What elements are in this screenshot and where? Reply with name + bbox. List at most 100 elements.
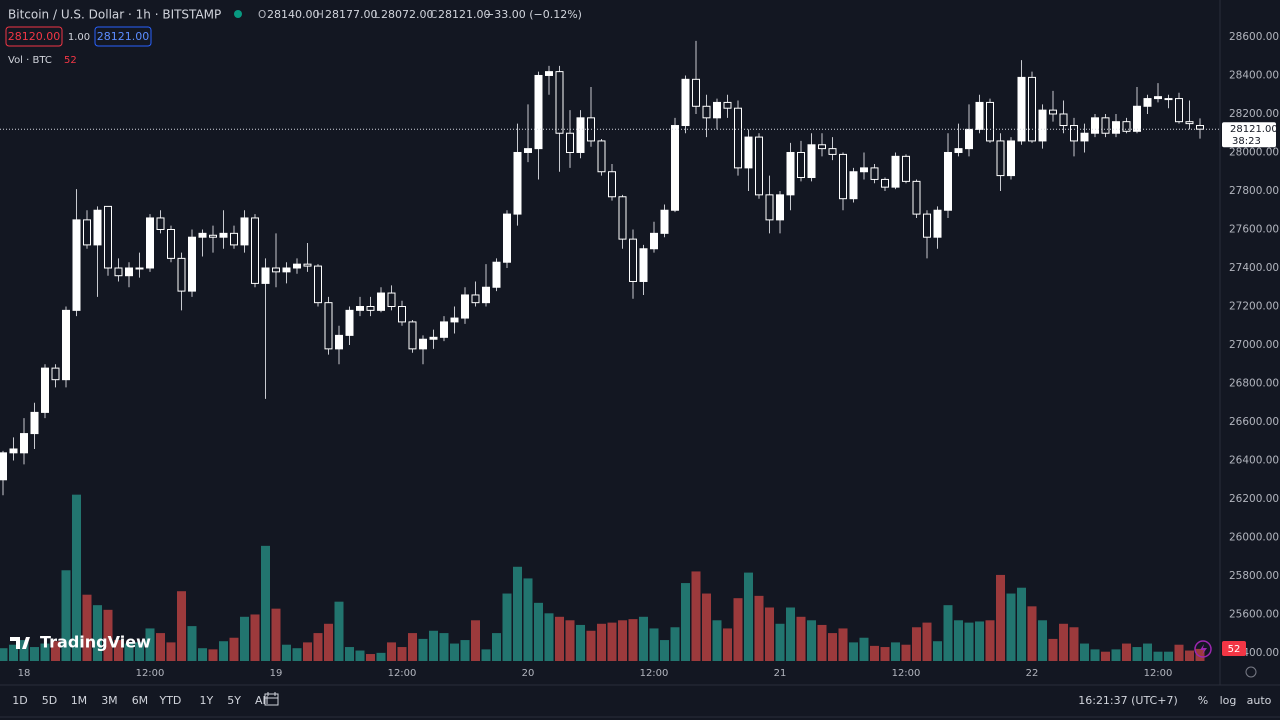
range-button[interactable]: 5D bbox=[42, 694, 57, 707]
candle-body bbox=[765, 194, 774, 221]
volume-bar bbox=[1048, 638, 1058, 661]
brand-logo[interactable] bbox=[10, 637, 30, 649]
volume-tag-label: 52 bbox=[1228, 644, 1241, 655]
brand[interactable]: TradingView bbox=[40, 633, 151, 652]
candle-body bbox=[944, 151, 952, 211]
ohlc-value: 28177.00 bbox=[325, 8, 378, 21]
y-tick-label: 25600.00 bbox=[1229, 609, 1279, 621]
range-button[interactable]: YTD bbox=[158, 694, 181, 707]
volume-bar bbox=[1164, 651, 1173, 661]
scale-button[interactable]: log bbox=[1220, 694, 1237, 707]
volume-bar bbox=[723, 628, 732, 661]
y-tick-label: 26400.00 bbox=[1229, 455, 1279, 467]
candle-body bbox=[51, 367, 60, 381]
range-button[interactable]: 6M bbox=[132, 694, 149, 707]
volume-bar bbox=[586, 630, 596, 661]
candle-body bbox=[671, 125, 679, 211]
candle-body bbox=[629, 238, 637, 282]
range-button[interactable]: 1M bbox=[71, 694, 88, 707]
candle-body bbox=[1091, 117, 1099, 134]
candle-body bbox=[146, 217, 154, 269]
volume-bar bbox=[345, 647, 354, 661]
volume-bar bbox=[198, 648, 207, 661]
candle-body bbox=[366, 306, 375, 311]
volume-bar bbox=[145, 628, 155, 661]
candle-body bbox=[335, 334, 343, 350]
volume-bar bbox=[240, 616, 249, 661]
candle-body bbox=[167, 228, 175, 259]
volume-bar bbox=[30, 647, 39, 661]
bid-price[interactable]: 28120.00 bbox=[8, 30, 61, 43]
candle-body bbox=[62, 309, 70, 381]
ask-price[interactable]: 28121.00 bbox=[97, 30, 150, 43]
candle-body bbox=[419, 338, 427, 350]
volume-bar bbox=[1006, 593, 1016, 661]
volume-bar bbox=[82, 594, 92, 661]
volume-bar bbox=[786, 607, 795, 661]
volume-bar bbox=[1143, 643, 1152, 661]
candle-body bbox=[482, 286, 490, 304]
alert-icon[interactable] bbox=[1194, 640, 1212, 658]
range-button[interactable]: 5Y bbox=[227, 694, 241, 707]
candle-body bbox=[303, 263, 312, 267]
candle-body bbox=[135, 267, 144, 270]
volume-bar bbox=[1090, 649, 1100, 661]
candle-body bbox=[93, 209, 102, 246]
candle-body bbox=[1164, 98, 1173, 101]
ask-box[interactable] bbox=[94, 26, 152, 47]
candle-body bbox=[849, 171, 858, 200]
volume-bar bbox=[40, 643, 50, 661]
candle-body bbox=[1154, 96, 1162, 100]
bid-box[interactable] bbox=[5, 26, 63, 47]
candle-body bbox=[692, 78, 700, 107]
volume-bar bbox=[828, 633, 837, 661]
candle-body bbox=[786, 151, 795, 196]
market-status[interactable] bbox=[234, 10, 242, 18]
candle-body bbox=[188, 236, 196, 292]
candle-body bbox=[870, 167, 879, 180]
volume-bar bbox=[51, 641, 60, 661]
scale-button[interactable]: % bbox=[1198, 694, 1208, 707]
candle-body bbox=[240, 217, 249, 246]
settings-icon[interactable] bbox=[1245, 666, 1257, 678]
volume-bar bbox=[901, 644, 911, 661]
volume-bar bbox=[166, 642, 176, 661]
x-tick-label: 12:00 bbox=[640, 668, 669, 679]
x-tick-label: 12:00 bbox=[1144, 668, 1173, 679]
candle-body bbox=[723, 101, 732, 109]
candle-body bbox=[597, 140, 606, 173]
volume-bar bbox=[292, 648, 302, 661]
volume-bar bbox=[114, 640, 123, 661]
candle-body bbox=[0, 452, 7, 481]
chart-title[interactable]: Bitcoin / U.S. Dollar · 1h · BITSTAMP bbox=[8, 8, 221, 22]
volume-bar bbox=[544, 613, 554, 661]
volume-bar bbox=[975, 621, 984, 661]
scale-button[interactable]: auto bbox=[1247, 694, 1272, 707]
candle-body bbox=[440, 321, 448, 338]
ohlc-value: 28140.00 bbox=[267, 8, 320, 21]
clock[interactable]: 16:21:37 (UTC+7) bbox=[1078, 694, 1178, 707]
ohlc-label: C bbox=[430, 9, 437, 21]
range-button[interactable]: 1Y bbox=[200, 694, 214, 707]
y-tick-label: 26600.00 bbox=[1229, 416, 1279, 428]
volume-bar bbox=[303, 642, 312, 661]
candle-body bbox=[282, 267, 291, 273]
candle-body bbox=[1196, 125, 1204, 130]
candle-body bbox=[986, 101, 994, 142]
date-range-icon[interactable] bbox=[264, 692, 279, 706]
volume-bar bbox=[733, 598, 743, 661]
candle-body bbox=[860, 167, 868, 173]
range-button[interactable]: 1D bbox=[12, 694, 27, 707]
candle-body bbox=[408, 321, 417, 350]
spread: 1.00 bbox=[68, 32, 90, 43]
volume-bar bbox=[366, 654, 375, 661]
candle-body bbox=[681, 78, 690, 127]
volume-bar bbox=[219, 641, 228, 661]
last-price-label: 28121.00 bbox=[1230, 124, 1278, 135]
candle-body bbox=[1028, 76, 1036, 142]
range-button[interactable]: 3M bbox=[101, 694, 118, 707]
volume-bar bbox=[271, 608, 281, 661]
candle-body bbox=[975, 101, 984, 130]
candle-body bbox=[209, 234, 217, 238]
